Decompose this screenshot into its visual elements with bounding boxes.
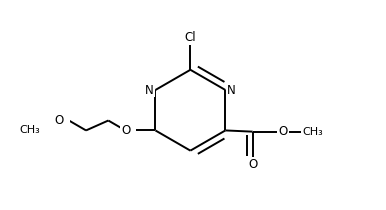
Text: CH₃: CH₃ bbox=[302, 127, 323, 137]
Text: O: O bbox=[248, 158, 257, 171]
Text: N: N bbox=[146, 84, 154, 97]
Text: Cl: Cl bbox=[185, 31, 196, 44]
Text: O: O bbox=[121, 124, 130, 137]
Text: O: O bbox=[54, 114, 64, 127]
Text: CH₃: CH₃ bbox=[19, 125, 40, 135]
Text: N: N bbox=[227, 84, 235, 97]
Text: O: O bbox=[279, 125, 288, 138]
